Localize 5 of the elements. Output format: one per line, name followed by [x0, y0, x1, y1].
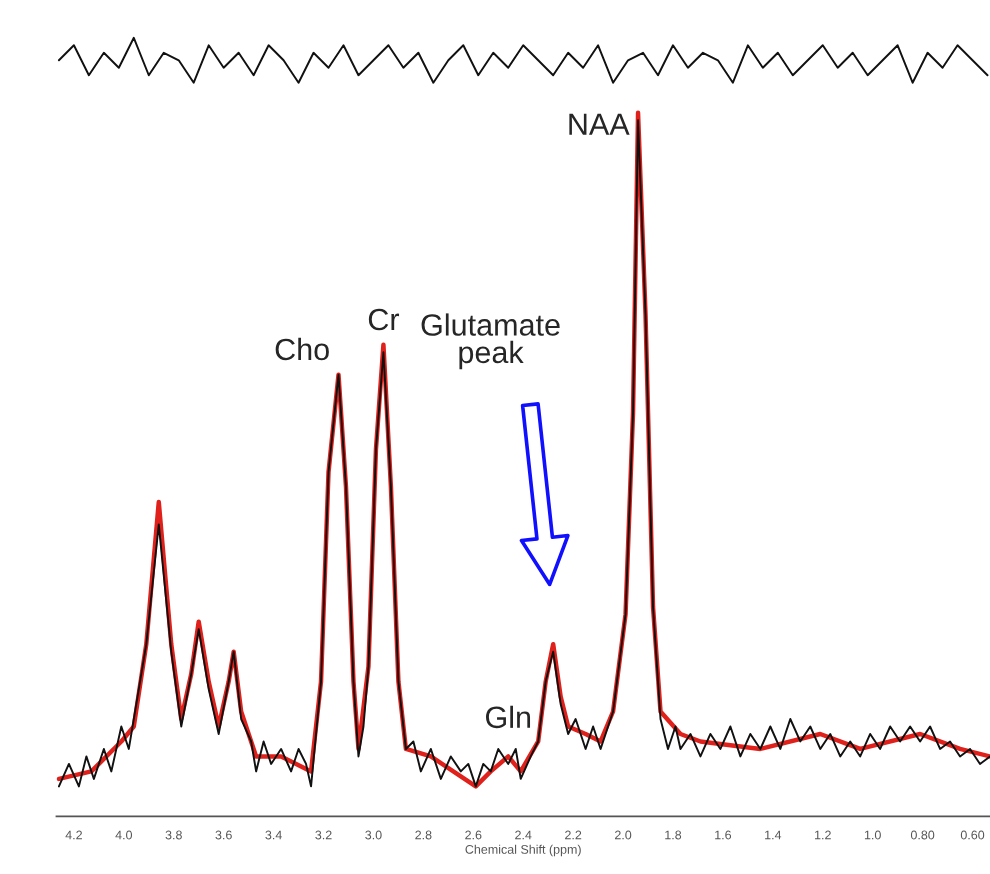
annotation: Cho	[275, 337, 329, 361]
annotation: Gln	[486, 705, 531, 729]
annotation: NAA	[569, 113, 630, 135]
annotation: Glutamate peak	[421, 313, 560, 370]
annotation: Cr	[368, 308, 400, 331]
